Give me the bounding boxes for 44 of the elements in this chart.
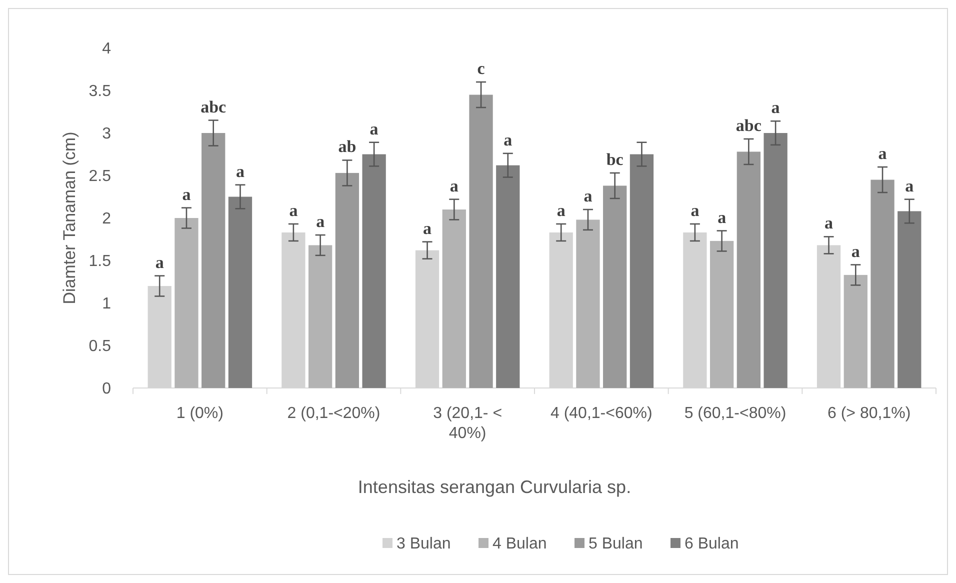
data-label: abc [200,97,227,116]
data-label: a [182,184,192,204]
x-tick-label: 1 (0%) [176,405,224,422]
y-tick-label: 1 [102,296,112,313]
data-label: a [289,200,298,220]
data-label: a [851,242,860,261]
legend-label: 6 Bulan [684,536,739,553]
data-label: a [584,186,593,206]
y-tick-label: 3 [102,126,112,143]
data-label: abc [736,116,762,135]
legend-label: 5 Bulan [588,536,643,553]
data-label: a [504,130,513,150]
data-label: a [718,208,727,227]
data-label: a [878,144,888,163]
x-tick-label: 3 (20,1- < 40%) [433,405,502,442]
data-label: a [423,218,432,238]
data-label: a [236,162,245,181]
data-label: a [771,98,780,118]
x-tick-label: 5 (60,1-<80%) [684,405,786,422]
data-label: a [824,214,834,233]
data-label: a [155,252,164,272]
legend-label: 4 Bulan [492,536,547,553]
y-tick-label: 2 [102,210,112,228]
data-label: a [370,119,379,138]
y-tick-label: 2.5 [88,168,112,186]
data-label: a [450,176,459,196]
legend-label: 3 Bulan [396,536,451,553]
x-tick-label: 4 (40,1-<60%) [550,405,652,422]
y-axis-title: Diamter Tanaman (cm) [60,132,79,304]
x-axis-title: Intensitas serangan Curvularia sp. [358,477,632,497]
y-tick-label: 1.5 [88,253,112,270]
y-tick-label: 3.5 [88,83,112,100]
y-tick-label: 4 [102,40,112,58]
y-tick-label: 0.5 [88,338,112,356]
data-label: c [477,59,486,78]
data-label: a [690,200,700,220]
data-label: bc [606,150,624,169]
y-tick-label: 0 [102,380,112,398]
data-label: a [905,176,914,196]
data-label: a [556,200,566,220]
x-tick-label: 6 (> 80,1%) [828,405,911,422]
x-tick-label: 2 (0,1-<20%) [287,405,380,422]
data-label: a [316,212,326,231]
data-label: ab [338,137,356,156]
